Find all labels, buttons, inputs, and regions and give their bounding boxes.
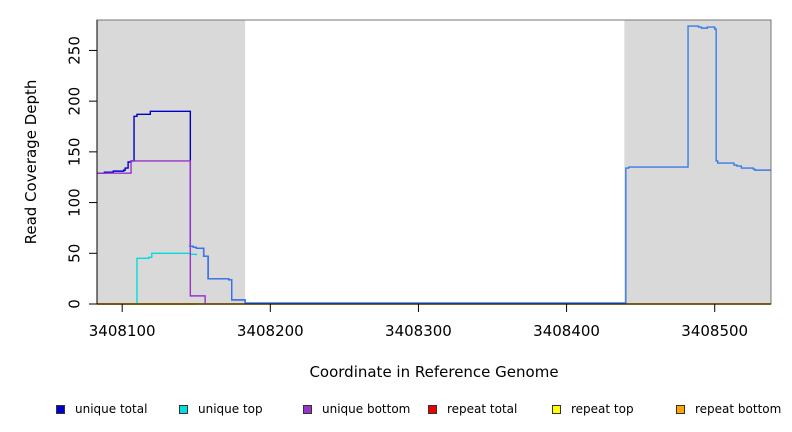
x-tick-label: 3408200 — [237, 322, 304, 340]
legend-item-repeat-bottom: repeat bottom — [676, 400, 781, 418]
series-line-unique-bottom — [97, 160, 206, 304]
legend: unique total unique top unique bottom repea… — [0, 400, 792, 420]
y-tick-label: 50 — [66, 244, 84, 263]
y-tick-label: 0 — [66, 299, 84, 309]
legend-swatch — [303, 404, 312, 414]
legend-item-repeat-top: repeat top — [552, 400, 634, 418]
legend-label: unique total — [75, 402, 148, 416]
shaded-regions — [97, 20, 771, 304]
y-tick-label: 100 — [66, 188, 84, 217]
series-line-combined-coverage — [188, 25, 771, 304]
legend-label: repeat bottom — [695, 402, 782, 416]
legend-item-unique-total: unique total — [56, 400, 147, 418]
y-tick-label: 200 — [66, 87, 84, 116]
legend-swatch — [552, 404, 561, 414]
y-ticks: 0 50 100 150 200 250 — [66, 36, 97, 309]
legend-swatch — [179, 404, 188, 414]
y-tick-label: 250 — [66, 36, 84, 65]
legend-label: repeat top — [571, 402, 634, 416]
legend-label: unique top — [198, 402, 263, 416]
x-axis-title: Coordinate in Reference Genome — [309, 363, 558, 381]
x-tick-label: 3408100 — [89, 322, 156, 340]
legend-swatch — [56, 404, 65, 414]
y-tick-label: 150 — [66, 138, 84, 167]
legend-label: repeat total — [447, 402, 518, 416]
legend-item-unique-bottom: unique bottom — [303, 400, 410, 418]
x-tick-label: 3408300 — [385, 322, 452, 340]
legend-label: unique bottom — [322, 402, 411, 416]
shaded-region-1 — [624, 20, 771, 304]
legend-swatch — [428, 404, 437, 414]
x-tick-label: 3408500 — [681, 322, 748, 340]
legend-item-unique-top: unique top — [179, 400, 263, 418]
legend-swatch — [676, 404, 685, 414]
coverage-chart: 3408100 3408200 3408300 3408400 3408500 0 50 1… — [22, 19, 772, 381]
x-ticks: 3408100 3408200 3408300 3408400 3408500 — [89, 304, 748, 340]
x-tick-label: 3408400 — [533, 322, 600, 340]
y-axis-title: Read Coverage Depth — [22, 80, 40, 245]
shaded-region-0 — [97, 20, 246, 304]
legend-item-repeat-total: repeat total — [428, 400, 517, 418]
